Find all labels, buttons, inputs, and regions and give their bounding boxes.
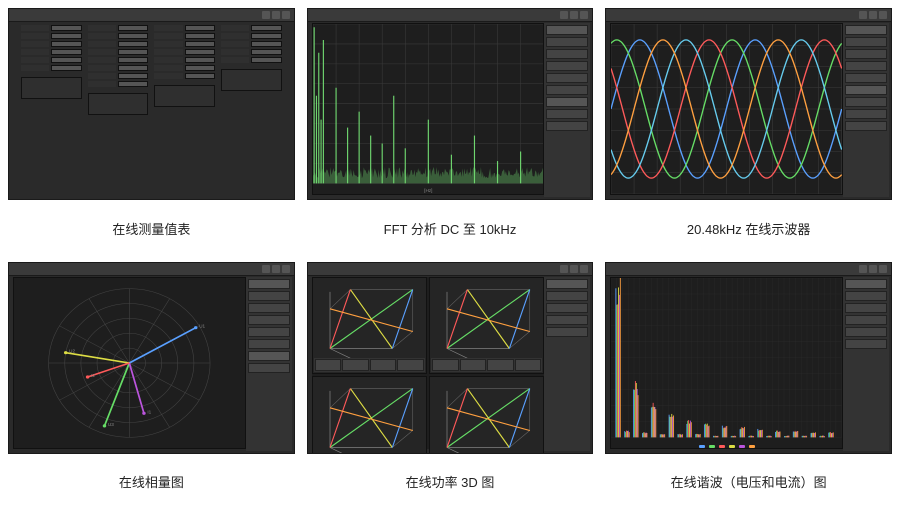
side-button[interactable] bbox=[248, 363, 290, 373]
side-button[interactable] bbox=[845, 291, 887, 301]
side-button[interactable] bbox=[845, 49, 887, 59]
side-button[interactable] bbox=[546, 49, 588, 59]
side-button[interactable] bbox=[546, 121, 588, 131]
side-button[interactable] bbox=[845, 85, 887, 95]
power3d-cell[interactable] bbox=[429, 376, 544, 453]
side-button[interactable] bbox=[546, 37, 588, 47]
side-button[interactable] bbox=[546, 303, 588, 313]
svg-text:U1: U1 bbox=[199, 323, 205, 328]
q-button[interactable] bbox=[487, 359, 514, 371]
q-button[interactable] bbox=[315, 359, 342, 371]
side-button[interactable] bbox=[546, 73, 588, 83]
window-max-icon[interactable] bbox=[272, 11, 280, 19]
power3d-cell[interactable] bbox=[312, 277, 427, 375]
window-close-icon[interactable] bbox=[580, 265, 588, 273]
window-min-icon[interactable] bbox=[859, 265, 867, 273]
window-min-icon[interactable] bbox=[262, 11, 270, 19]
side-button[interactable] bbox=[546, 97, 588, 107]
side-button[interactable] bbox=[845, 327, 887, 337]
harmonics-side-controls bbox=[843, 277, 889, 451]
side-button[interactable] bbox=[845, 279, 887, 289]
side-button[interactable] bbox=[546, 61, 588, 71]
side-button[interactable] bbox=[546, 291, 588, 301]
panel-power3d bbox=[307, 262, 594, 454]
window-max-icon[interactable] bbox=[272, 265, 280, 273]
phasor-plot[interactable]: U1 U2 U3 I1 I2 bbox=[13, 277, 246, 449]
side-button[interactable] bbox=[845, 303, 887, 313]
side-button[interactable] bbox=[845, 109, 887, 119]
window-close-icon[interactable] bbox=[879, 11, 887, 19]
svg-text:U3: U3 bbox=[108, 422, 114, 427]
side-button[interactable] bbox=[845, 73, 887, 83]
window-close-icon[interactable] bbox=[282, 11, 290, 19]
side-button[interactable] bbox=[845, 61, 887, 71]
side-button[interactable] bbox=[546, 25, 588, 35]
harmonics-plot[interactable] bbox=[610, 277, 843, 449]
window-min-icon[interactable] bbox=[560, 265, 568, 273]
side-button[interactable] bbox=[845, 37, 887, 47]
window-close-icon[interactable] bbox=[580, 11, 588, 19]
panel-fft: [Hz] bbox=[307, 8, 594, 200]
side-button[interactable] bbox=[248, 291, 290, 301]
power3d-cell[interactable] bbox=[312, 376, 427, 453]
phasor-side-controls bbox=[246, 277, 292, 451]
side-button[interactable] bbox=[248, 279, 290, 289]
power3d-side-controls bbox=[544, 277, 590, 451]
side-button[interactable] bbox=[845, 315, 887, 325]
side-button[interactable] bbox=[248, 351, 290, 361]
window-min-icon[interactable] bbox=[859, 11, 867, 19]
caption-phasor: 在线相量图 bbox=[8, 464, 295, 509]
side-button[interactable] bbox=[845, 25, 887, 35]
side-button[interactable] bbox=[248, 327, 290, 337]
window-max-icon[interactable] bbox=[869, 265, 877, 273]
q-button[interactable] bbox=[515, 359, 542, 371]
window-max-icon[interactable] bbox=[869, 11, 877, 19]
caption-power3d: 在线功率 3D 图 bbox=[307, 464, 594, 509]
q-button[interactable] bbox=[460, 359, 487, 371]
fft-side-controls bbox=[544, 23, 590, 197]
panel-measurement-table bbox=[8, 8, 295, 200]
scope-plot[interactable] bbox=[610, 23, 843, 195]
q-button[interactable] bbox=[342, 359, 369, 371]
panel-phasor: U1 U2 U3 I1 I2 bbox=[8, 262, 295, 454]
window-min-icon[interactable] bbox=[560, 11, 568, 19]
q-button[interactable] bbox=[370, 359, 397, 371]
power3d-cell[interactable] bbox=[429, 277, 544, 375]
scope-side-controls bbox=[843, 23, 889, 197]
side-button[interactable] bbox=[248, 339, 290, 349]
q-button[interactable] bbox=[432, 359, 459, 371]
side-button[interactable] bbox=[845, 97, 887, 107]
side-button[interactable] bbox=[546, 327, 588, 337]
fft-plot[interactable]: [Hz] bbox=[312, 23, 545, 195]
side-button[interactable] bbox=[546, 279, 588, 289]
power3d-quad bbox=[312, 277, 545, 449]
caption-scope: 20.48kHz 在线示波器 bbox=[605, 211, 892, 256]
side-button[interactable] bbox=[248, 315, 290, 325]
svg-text:[Hz]: [Hz] bbox=[424, 188, 432, 193]
side-button[interactable] bbox=[546, 315, 588, 325]
window-min-icon[interactable] bbox=[262, 265, 270, 273]
window-close-icon[interactable] bbox=[282, 265, 290, 273]
side-button[interactable] bbox=[845, 121, 887, 131]
window-max-icon[interactable] bbox=[570, 265, 578, 273]
caption-measurement: 在线测量值表 bbox=[8, 211, 295, 256]
panel-oscilloscope bbox=[605, 8, 892, 200]
side-button[interactable] bbox=[248, 303, 290, 313]
form-grid bbox=[21, 25, 282, 191]
harmonics-legend bbox=[610, 443, 843, 451]
caption-harmonics: 在线谐波（电压和电流）图 bbox=[605, 464, 892, 509]
side-button[interactable] bbox=[546, 85, 588, 95]
svg-text:I1: I1 bbox=[147, 409, 151, 414]
panel-harmonics bbox=[605, 262, 892, 454]
side-button[interactable] bbox=[845, 339, 887, 349]
caption-fft: FFT 分析 DC 至 10kHz bbox=[307, 211, 594, 256]
side-button[interactable] bbox=[546, 109, 588, 119]
window-close-icon[interactable] bbox=[879, 265, 887, 273]
q-button[interactable] bbox=[397, 359, 424, 371]
window-titlebar bbox=[9, 9, 294, 22]
svg-text:U2: U2 bbox=[69, 348, 75, 353]
window-max-icon[interactable] bbox=[570, 11, 578, 19]
svg-text:I2: I2 bbox=[91, 373, 95, 378]
